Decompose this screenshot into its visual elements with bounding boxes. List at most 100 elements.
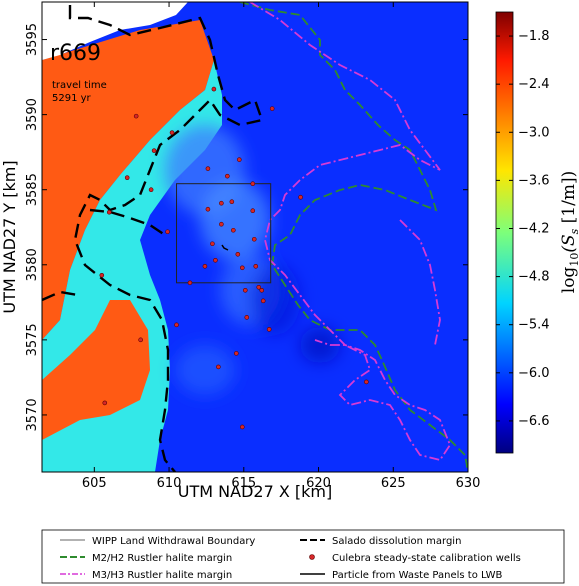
heatmap-field [42,2,468,472]
plot-frame [41,1,469,473]
m3-h3-halite-margin-east [399,219,441,346]
calibration-well [225,173,230,179]
calibration-well [151,148,157,153]
x-tick-label: 625 [381,476,406,491]
calibration-well [269,106,275,111]
calibration-well [213,257,218,263]
legend-entry: Salado dissolution margin [300,536,461,547]
colorbar-tick-label: −1.8 [518,29,550,44]
high-value-region [42,20,214,340]
legend-entry: Particle from Waste Panels to LWB [300,570,503,581]
colorbar-tick-label: −3.6 [518,173,550,188]
calibration-well [235,251,241,257]
colorbar-tick-label: −6.6 [518,414,550,429]
colorbar-title-units: [1/m]) [559,171,579,229]
legend-entry: M2/H2 Rustler halite margin [60,553,232,564]
low-value-mottle [165,125,340,395]
calibration-well [256,285,262,290]
margin-lines [42,2,468,472]
calibration-well [102,400,108,406]
travel-time-label: travel time [52,80,107,91]
calibration-well [202,263,208,269]
colorbar-tick-label: −4.8 [518,270,550,285]
calibration-well [260,298,266,304]
run-id-label: r669 [50,41,101,66]
calibration-well [216,364,221,370]
colorbar-ticks: −1.8 −2.4 −3.0 −3.6 −4.2 −4.8 −5.4 −6.0 −6.6 [496,29,550,429]
salado-margin-tail [42,290,79,302]
colorbar-title-var: (S [559,234,579,252]
calibration-well [169,130,175,135]
m3-h3-halite-margin [249,2,452,462]
calibration-well [229,199,235,205]
x-axis-ticks: 605 610 615 620 625 630 [82,2,481,491]
legend-label: Salado dissolution margin [332,536,461,547]
calibration-well [237,157,242,162]
calibration-well [259,288,265,293]
colorbar-tick-label: −2.4 [518,77,550,92]
calibration-well [234,351,239,356]
x-tick-label: 605 [82,476,107,491]
colorbar-tick-label: −4.2 [518,221,550,236]
calibration-well [133,113,139,119]
calibration-well [205,206,211,212]
calibration-well [148,187,154,192]
calibration-well [106,209,112,215]
calibration-well [205,166,211,171]
calibration-well [165,229,170,235]
calibration-well [239,424,245,430]
x-tick-label: 630 [456,476,481,491]
colorbar [495,11,514,454]
calibration-well [211,86,217,92]
colorbar-title-base: 10 [568,253,579,267]
calibration-well [138,337,143,343]
salado-margin-inner [89,208,166,236]
x-tick-label: 620 [306,476,331,491]
legend-swatch [309,554,315,560]
y-axis-ticks: 3570 3575 3580 3585 3590 3595 [25,23,468,431]
legend-label: M3/H3 Rustler halite margin [92,570,232,581]
calibration-well [266,327,272,332]
calibration-well [244,315,250,320]
calibration-well [99,272,105,278]
y-tick-label: 3590 [25,98,40,131]
no-data-corner [42,2,188,60]
calibration-well [210,241,215,247]
calibration-well [364,379,369,385]
calibration-well [253,263,259,269]
y-tick-label: 3570 [25,398,40,431]
colorbar-tick-label: −3.0 [518,125,550,140]
calibration-well [231,227,236,233]
particle-path [221,244,229,251]
x-axis-title: UTM NAD27 X [km] [178,482,332,501]
legend-label: WIPP Land Withdrawal Boundary [92,536,255,547]
legend-label: M2/H2 Rustler halite margin [92,553,232,564]
colorbar-title-var-sub: s [568,228,579,234]
colorbar-tick-label: −5.4 [518,318,550,333]
legend-label: Particle from Waste Panels to LWB [332,570,503,581]
calibration-well [239,265,245,271]
salado-dissolution-margin [68,5,264,472]
colorbar-title-log: log [559,267,579,294]
legend-entry: WIPP Land Withdrawal Boundary [60,536,255,547]
legend-label: Culebra steady-state calibration wells [332,553,521,564]
legend: WIPP Land Withdrawal Boundary Salado diss… [60,536,521,581]
calibration-well [124,175,130,180]
high-value-tail [42,300,150,440]
calibration-well [219,200,224,206]
y-tick-label: 3585 [25,173,40,206]
calibration-well [242,288,248,293]
x-tick-label: 615 [231,476,256,491]
calibration-well [187,280,193,286]
y-tick-label: 3575 [25,323,40,356]
calibration-well [250,208,256,214]
legend-entry: Culebra steady-state calibration wells [309,553,521,564]
calibration-well [174,322,179,328]
x-tick-label: 610 [157,476,182,491]
y-axis-title: UTM NAD27 Y [km] [0,160,19,313]
calibration-well [219,221,224,227]
travel-time-value: 5291 yr [52,93,92,104]
calibration-well [250,181,256,186]
colorbar-tick-label: −6.0 [518,366,550,381]
